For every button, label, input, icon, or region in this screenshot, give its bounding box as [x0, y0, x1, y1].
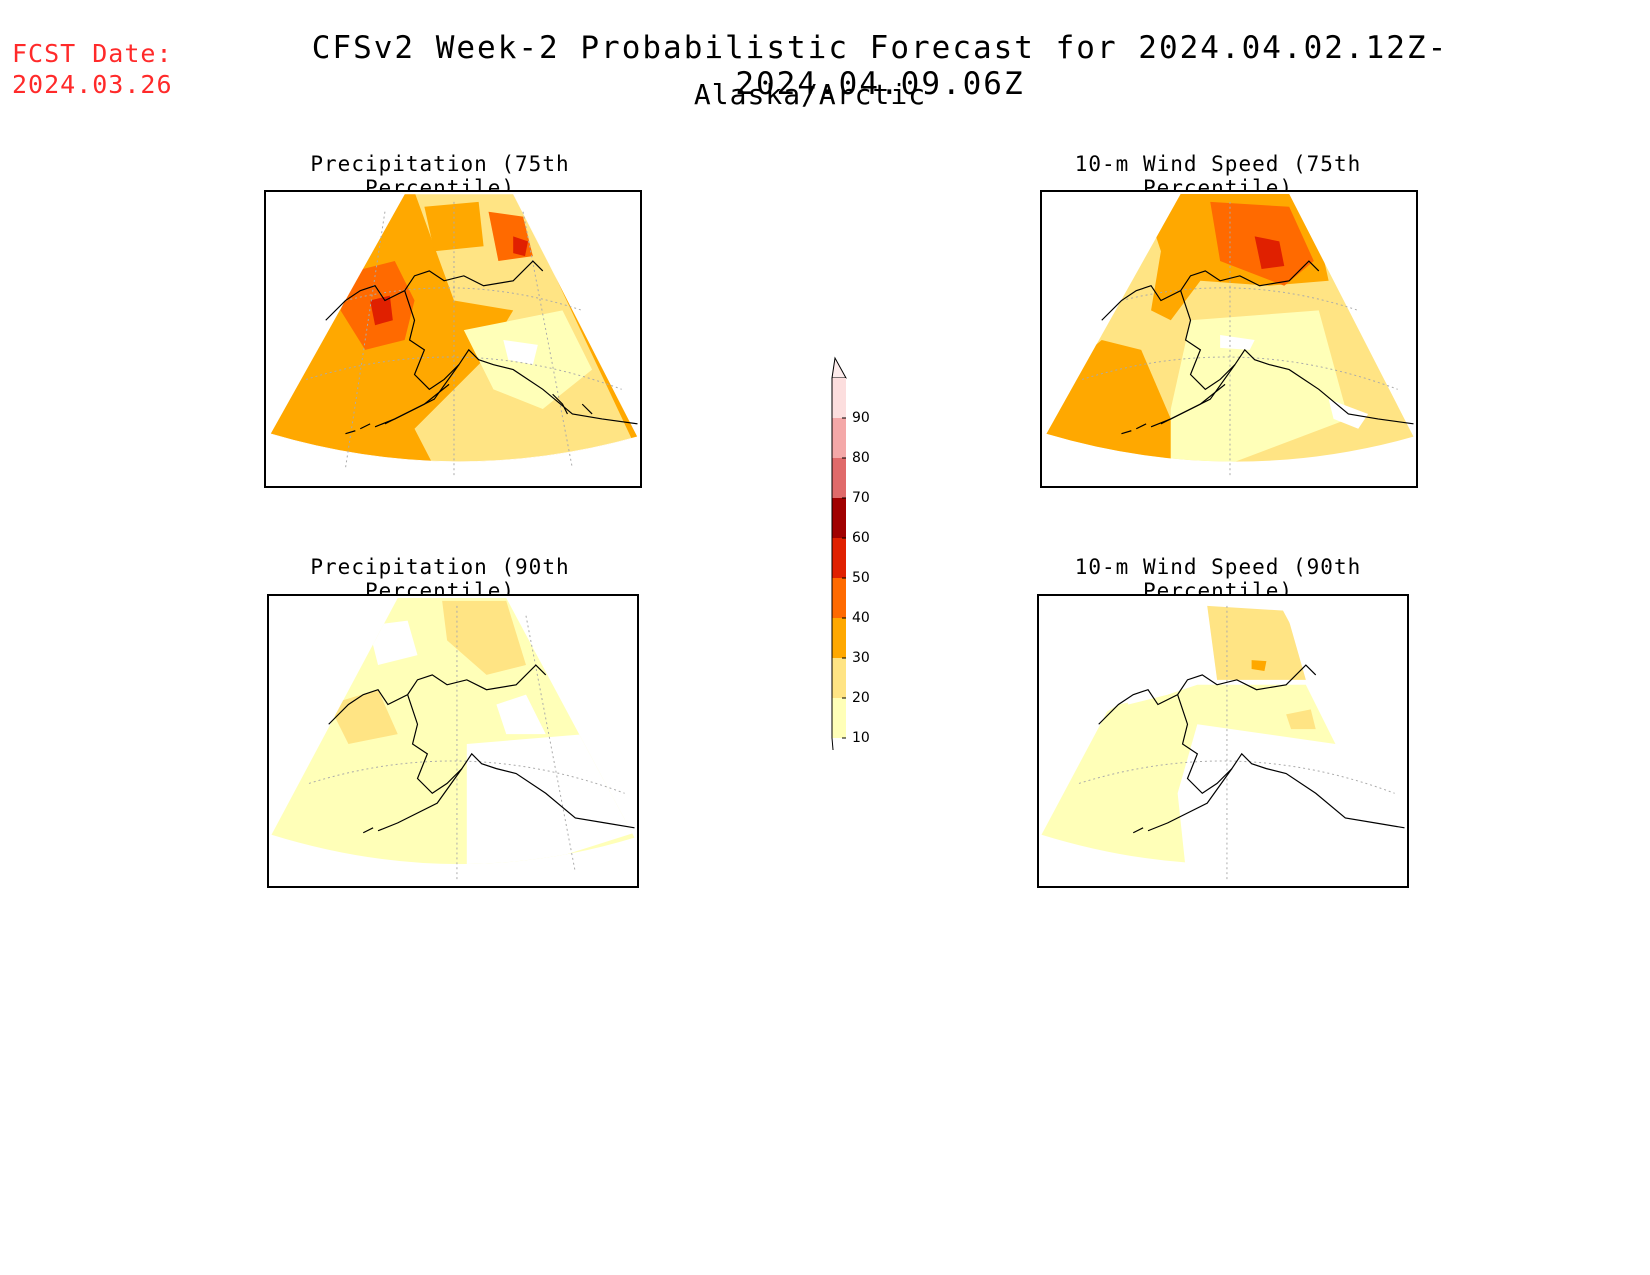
map-wind-90 [1041, 597, 1405, 883]
forecast-date-block: FCST Date: 2024.03.26 [12, 38, 173, 100]
forecast-date-label: FCST Date: [12, 39, 173, 68]
legend-swatch-60 [832, 498, 846, 538]
region-subtitle: Alaska/Arctic [693, 78, 927, 111]
legend-swatch-30 [832, 618, 846, 658]
map-precip-75 [270, 193, 638, 479]
legend-label-20: 20 [852, 690, 870, 706]
probability-color-legend [831, 356, 847, 750]
legend-label-90: 90 [852, 410, 870, 426]
legend-swatch-70 [832, 458, 846, 498]
panel-title-wind-75: 10-m Wind Speed (75th Percentile) [1074, 152, 1362, 200]
legend-swatch-40 [832, 578, 846, 618]
map-panel-precip-90 [267, 594, 639, 888]
legend-label-70: 70 [852, 490, 870, 506]
map-wind-75 [1046, 193, 1414, 479]
legend-swatch-50 [832, 538, 846, 578]
map-panel-wind-90 [1037, 594, 1409, 888]
legend-label-80: 80 [852, 450, 870, 466]
legend-label-40: 40 [852, 610, 870, 626]
map-precip-90 [271, 597, 635, 883]
legend-swatch-80 [832, 418, 846, 458]
legend-label-30: 30 [852, 650, 870, 666]
legend-label-10: 10 [852, 730, 870, 746]
legend-swatch-10 [832, 698, 846, 738]
map-panel-precip-75 [264, 190, 642, 488]
legend-label-60: 60 [852, 530, 870, 546]
forecast-date-value: 2024.03.26 [12, 70, 173, 99]
legend-swatch-20 [832, 658, 846, 698]
map-panel-wind-75 [1040, 190, 1418, 488]
page-title: CFSv2 Week-2 Probabilistic Forecast for … [311, 30, 1449, 102]
legend-swatch-90 [832, 378, 846, 418]
legend-top-arrow [831, 356, 847, 379]
legend-bottom-arrow [831, 737, 834, 750]
legend-label-50: 50 [852, 570, 870, 586]
